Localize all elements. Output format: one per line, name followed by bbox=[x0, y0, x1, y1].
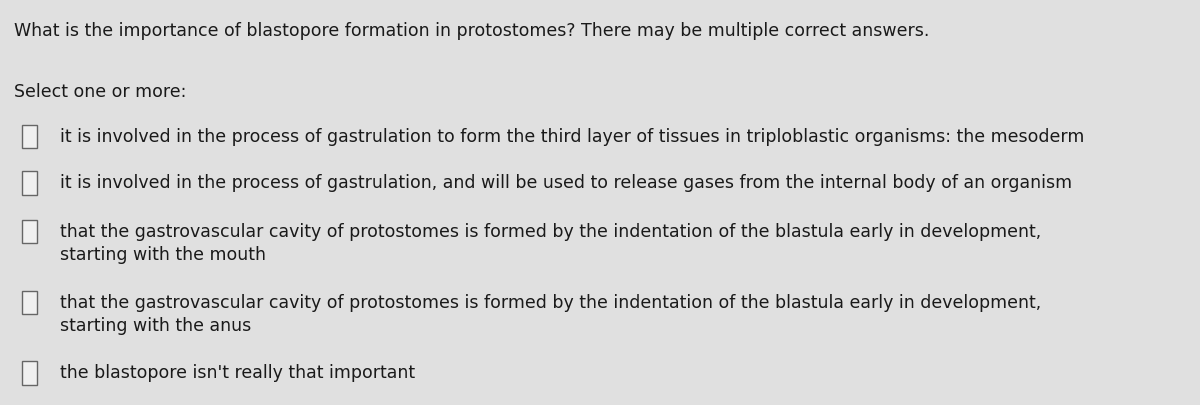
Text: What is the importance of blastopore formation in protostomes? There may be mult: What is the importance of blastopore for… bbox=[14, 22, 930, 40]
Text: that the gastrovascular cavity of protostomes is formed by the indentation of th: that the gastrovascular cavity of protos… bbox=[60, 294, 1042, 335]
FancyBboxPatch shape bbox=[22, 361, 37, 385]
Text: that the gastrovascular cavity of protostomes is formed by the indentation of th: that the gastrovascular cavity of protos… bbox=[60, 223, 1042, 264]
Text: Select one or more:: Select one or more: bbox=[14, 83, 187, 101]
FancyBboxPatch shape bbox=[22, 171, 37, 194]
FancyBboxPatch shape bbox=[22, 290, 37, 314]
Text: it is involved in the process of gastrulation, and will be used to release gases: it is involved in the process of gastrul… bbox=[60, 174, 1072, 192]
FancyBboxPatch shape bbox=[22, 124, 37, 148]
Text: it is involved in the process of gastrulation to form the third layer of tissues: it is involved in the process of gastrul… bbox=[60, 128, 1085, 145]
FancyBboxPatch shape bbox=[22, 220, 37, 243]
Text: the blastopore isn't really that important: the blastopore isn't really that importa… bbox=[60, 364, 415, 382]
